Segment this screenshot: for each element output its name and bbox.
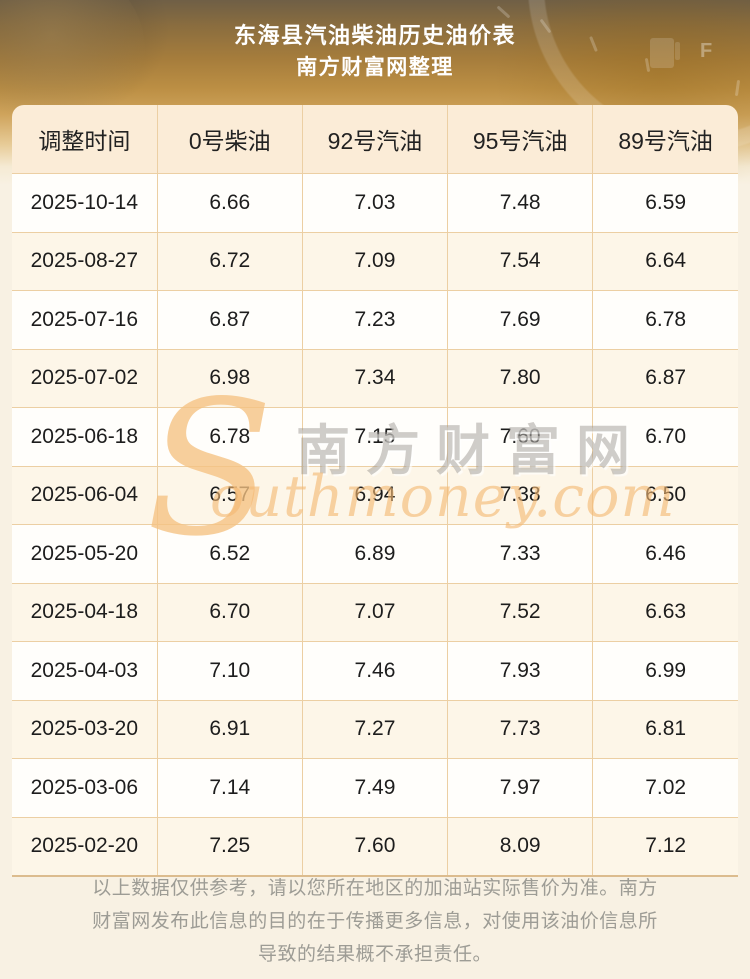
price-cell: 6.98 [156, 348, 303, 408]
price-cell: 7.38 [447, 465, 594, 525]
price-cell: 7.07 [301, 582, 449, 642]
price-cell: 6.89 [301, 524, 449, 584]
price-cell: 7.15 [301, 407, 449, 467]
date-cell: 2025-10-14 [12, 173, 158, 233]
price-cell: 7.97 [447, 758, 594, 818]
price-table-card: 调整时间 0号柴油 92号汽油 95号汽油 89号汽油 2025-10-14 6.66 7.… [12, 105, 738, 877]
date-cell: 2025-07-16 [12, 290, 158, 350]
table-row: 2025-07-02 6.98 7.34 7.80 6.87 [12, 348, 738, 408]
page-title: 东海县汽油柴油历史油价表 [233, 23, 516, 48]
price-cell: 6.64 [592, 231, 738, 291]
price-cell: 7.48 [447, 173, 594, 233]
price-cell: 7.03 [301, 173, 449, 233]
price-cell: 6.78 [592, 290, 738, 350]
fuel-pump-hose [675, 42, 680, 60]
price-cell: 7.34 [301, 348, 449, 408]
price-cell: 6.59 [592, 173, 738, 233]
table-row: 2025-03-06 7.14 7.49 7.97 7.02 [12, 758, 738, 818]
price-cell: 7.46 [301, 641, 449, 701]
column-header: 95号汽油 [447, 105, 594, 174]
page-title-block: 东海县汽油柴油历史油价表 南方财富网整理 [0, 21, 750, 83]
table-header-row: 调整时间 0号柴油 92号汽油 95号汽油 89号汽油 [12, 105, 738, 174]
price-cell: 7.60 [301, 816, 449, 875]
fuel-gauge-full-label: F [700, 40, 713, 62]
price-table: 调整时间 0号柴油 92号汽油 95号汽油 89号汽油 2025-10-14 6.66 7.… [12, 105, 738, 875]
table-row: 2025-04-03 7.10 7.46 7.93 6.99 [12, 641, 738, 701]
date-cell: 2025-04-03 [12, 641, 158, 701]
price-cell: 6.78 [156, 407, 303, 467]
table-row: 2025-07-16 6.87 7.23 7.69 6.78 [12, 290, 738, 350]
disclaimer-line: 财富网发布此信息的目的在于传播更多信息，对使用该油价信息所 [92, 911, 658, 932]
date-cell: 2025-04-18 [12, 582, 158, 642]
disclaimer-line: 以上数据仅供参考，请以您所在地区的加油站实际售价为准。南方 [92, 878, 658, 899]
date-cell: 2025-06-18 [12, 407, 158, 467]
price-cell: 6.87 [156, 290, 303, 350]
price-cell: 6.46 [592, 524, 738, 584]
date-cell: 2025-05-20 [12, 524, 158, 584]
price-cell: 7.02 [592, 758, 738, 818]
table-row: 2025-02-20 7.25 7.60 8.09 7.12 [12, 816, 738, 875]
price-cell: 6.63 [592, 582, 738, 642]
column-header: 92号汽油 [301, 105, 449, 174]
price-cell: 7.23 [301, 290, 449, 350]
price-cell: 7.52 [447, 582, 594, 642]
table-row: 2025-03-20 6.91 7.27 7.73 6.81 [12, 699, 738, 759]
price-cell: 6.94 [301, 465, 449, 525]
price-cell: 6.52 [156, 524, 303, 584]
date-cell: 2025-03-20 [12, 699, 158, 759]
column-header: 89号汽油 [592, 105, 738, 174]
price-cell: 7.54 [447, 231, 594, 291]
price-cell: 6.81 [592, 699, 738, 759]
price-cell: 7.12 [592, 816, 738, 875]
table-row: 2025-10-14 6.66 7.03 7.48 6.59 [12, 173, 738, 233]
price-cell: 6.57 [156, 465, 303, 525]
price-cell: 6.72 [156, 231, 303, 291]
price-cell: 7.49 [301, 758, 449, 818]
price-cell: 7.09 [301, 231, 449, 291]
price-cell: 7.60 [447, 407, 594, 467]
disclaimer: 以上数据仅供参考，请以您所在地区的加油站实际售价为准。南方 财富网发布此信息的目… [0, 872, 750, 971]
price-cell: 6.70 [156, 582, 303, 642]
page-subtitle: 南方财富网整理 [296, 56, 454, 79]
date-cell: 2025-07-02 [12, 348, 158, 408]
table-row: 2025-04-18 6.70 7.07 7.52 6.63 [12, 582, 738, 642]
date-cell: 2025-03-06 [12, 758, 158, 818]
price-cell: 7.27 [301, 699, 449, 759]
price-cell: 6.91 [156, 699, 303, 759]
price-cell: 7.73 [447, 699, 594, 759]
date-cell: 2025-06-04 [12, 465, 158, 525]
table-row: 2025-06-18 6.78 7.15 7.60 6.70 [12, 407, 738, 467]
price-cell: 7.69 [447, 290, 594, 350]
price-cell: 7.25 [156, 816, 303, 875]
date-cell: 2025-02-20 [12, 816, 158, 875]
gauge-tick-icon [496, 5, 511, 19]
price-cell: 8.09 [447, 816, 594, 875]
column-header: 调整时间 [12, 105, 158, 174]
price-cell: 7.93 [447, 641, 594, 701]
price-cell: 7.10 [156, 641, 303, 701]
price-cell: 6.70 [592, 407, 738, 467]
price-cell: 6.66 [156, 173, 303, 233]
table-row: 2025-06-04 6.57 6.94 7.38 6.50 [12, 465, 738, 525]
price-cell: 7.14 [156, 758, 303, 818]
table-row: 2025-05-20 6.52 6.89 7.33 6.46 [12, 524, 738, 584]
table-row: 2025-08-27 6.72 7.09 7.54 6.64 [12, 231, 738, 291]
price-cell: 6.50 [592, 465, 738, 525]
price-cell: 7.33 [447, 524, 594, 584]
table-body: 2025-10-14 6.66 7.03 7.48 6.59 2025-08-27 6.72… [12, 173, 738, 875]
price-cell: 6.87 [592, 348, 738, 408]
fuel-pump-icon [650, 38, 680, 68]
column-header: 0号柴油 [156, 105, 303, 174]
price-cell: 7.80 [447, 348, 594, 408]
price-cell: 6.99 [592, 641, 738, 701]
disclaimer-line: 导致的结果概不承担责任。 [257, 944, 492, 965]
date-cell: 2025-08-27 [12, 231, 158, 291]
